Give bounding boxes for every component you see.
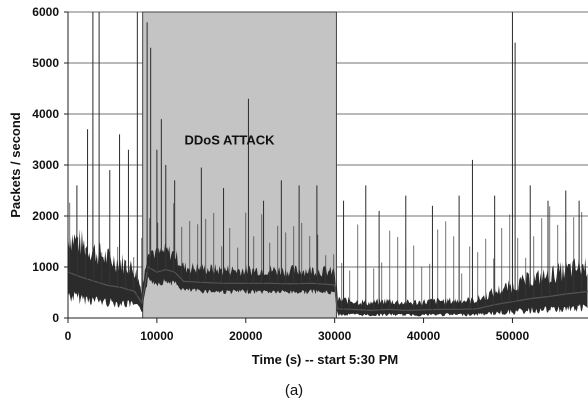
y-tick-labels: 0 1000 2000 3000 4000 5000 6000 xyxy=(32,5,59,325)
x-tick-labels: 0 10000 20000 30000 40000 50000 xyxy=(65,329,530,343)
y-tick-label: 2000 xyxy=(32,209,59,223)
x-tick-label: 40000 xyxy=(407,329,441,343)
y-axis-title: Packets / second xyxy=(8,112,23,218)
x-tick-label: 20000 xyxy=(229,329,263,343)
x-tick-label: 30000 xyxy=(318,329,352,343)
x-tick-label: 10000 xyxy=(140,329,174,343)
attack-annotation: DDoS ATTACK xyxy=(185,133,276,148)
x-axis-title: Time (s) -- start 5:30 PM xyxy=(252,352,398,367)
y-tick-label: 3000 xyxy=(32,158,59,172)
y-tick-label: 6000 xyxy=(32,5,59,19)
y-tick-label: 0 xyxy=(52,311,59,325)
series-band xyxy=(68,228,588,317)
y-tick-label: 5000 xyxy=(32,56,59,70)
axes xyxy=(64,11,588,323)
x-tick-label: 0 xyxy=(65,329,72,343)
x-tick-label: 50000 xyxy=(496,329,530,343)
spikes-layer xyxy=(69,12,583,311)
chart-area: 0 1000 2000 3000 4000 5000 6000 0 10000 20000 300… xyxy=(8,5,588,367)
y-tick-label: 4000 xyxy=(32,107,59,121)
y-tick-label: 1000 xyxy=(32,260,59,274)
figure-caption: (a) xyxy=(284,382,304,399)
